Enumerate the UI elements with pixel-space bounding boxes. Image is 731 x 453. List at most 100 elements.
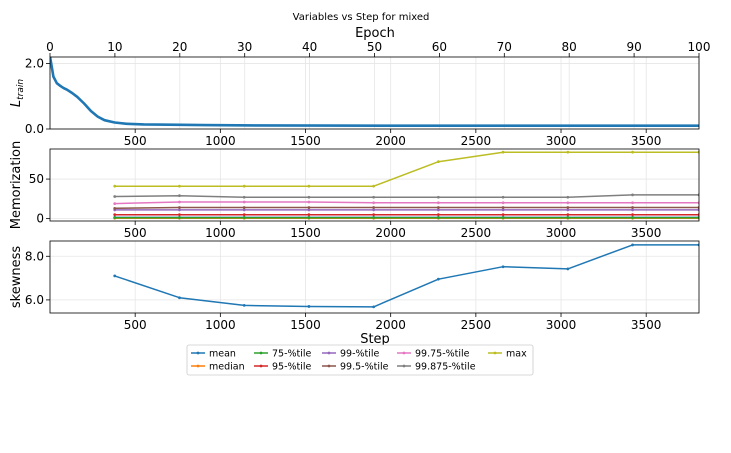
data-point (566, 213, 570, 217)
data-point (307, 184, 311, 188)
series-group (113, 243, 699, 309)
x-tick-label: 500 (124, 318, 147, 332)
legend: mean median 75-%tile 95-%tile 99-%tile 99.5-%… (186, 344, 534, 376)
epoch-tick-label: 10 (107, 40, 122, 54)
data-point (307, 305, 311, 308)
legend-label: 75-%tile (272, 349, 312, 360)
epoch-tick-label: 60 (432, 40, 447, 54)
data-point (436, 160, 440, 164)
y-tick-label: 0 (36, 212, 44, 226)
legend-marker (327, 351, 331, 355)
legend-marker (196, 351, 200, 355)
data-point (566, 195, 570, 199)
data-point (372, 213, 376, 217)
data-point (436, 195, 440, 199)
legend-marker (402, 351, 406, 355)
x-tick-label: 2500 (461, 226, 492, 240)
legend-marker (196, 364, 200, 368)
legend-marker (259, 351, 263, 355)
epoch-tick-label: 50 (367, 40, 382, 54)
data-point (436, 277, 440, 281)
y-axis-label-main: L (9, 100, 24, 107)
x-tick-label: 1000 (205, 134, 236, 148)
y-tick-label: 0.0 (25, 122, 44, 136)
x-tick-label: 1500 (290, 226, 321, 240)
data-point (436, 216, 440, 220)
x-tick-label: 1500 (290, 318, 321, 332)
panel-memorization: 0 50 500 1000 1500 2000 2500 3000 3500 Memorizati… (9, 141, 700, 240)
series-group (50, 57, 699, 127)
panel-train: 0.0 2.0 500 1000 1500 2000 2500 3000 3500 Ltrain (9, 57, 700, 148)
data-point (113, 216, 117, 220)
data-point (372, 208, 376, 212)
data-point (113, 274, 117, 278)
x-tick-label: 500 (124, 134, 147, 148)
series-line-99.5-%tile (114, 206, 699, 210)
x-tick-label: 2000 (375, 134, 406, 148)
y-axis-label: skewness (9, 246, 24, 308)
data-point (436, 208, 440, 212)
x-tick-label: 3500 (631, 318, 662, 332)
legend-label: max (506, 349, 527, 360)
epoch-tick-label: 0 (46, 40, 54, 54)
y-axis-label: Ltrain (9, 79, 26, 107)
legend-label: median (209, 362, 245, 373)
x-tick-label: 2500 (461, 134, 492, 148)
y-tick-label: 6.0 (25, 293, 44, 307)
data-point (178, 213, 181, 217)
data-point (566, 216, 570, 220)
legend-marker (259, 364, 263, 368)
series-group (113, 150, 699, 220)
epoch-tick-label: 80 (562, 40, 577, 54)
x-tick-label: 2000 (375, 226, 406, 240)
data-point (631, 201, 634, 205)
data-point (372, 206, 376, 209)
epoch-tick-label: 100 (688, 40, 711, 54)
data-point (501, 201, 505, 205)
data-point (307, 208, 311, 212)
data-point (501, 265, 505, 269)
top-xlabel: Epoch (355, 26, 395, 41)
data-point (436, 201, 440, 205)
legend-label: 99.75-%tile (415, 349, 470, 360)
data-point (178, 208, 181, 212)
data-point (631, 150, 634, 154)
series-line-99.875-%tile (114, 194, 699, 199)
data-point (242, 213, 246, 217)
data-point (372, 201, 376, 205)
data-point (631, 193, 634, 197)
data-point (307, 206, 311, 209)
x-tick-label: 1000 (205, 318, 236, 332)
data-point (631, 216, 634, 220)
legend-marker (493, 351, 497, 355)
data-point (501, 206, 505, 209)
data-point (242, 208, 246, 212)
data-point (113, 184, 117, 188)
legend-marker (327, 364, 331, 368)
data-point (242, 195, 246, 199)
data-point (436, 206, 440, 209)
data-point (631, 243, 634, 247)
data-point (307, 216, 311, 220)
data-point (501, 213, 505, 217)
legend-marker (402, 364, 406, 368)
data-point (566, 206, 570, 209)
axes-frame (49, 240, 700, 314)
data-point (372, 184, 376, 188)
data-point (372, 305, 376, 309)
x-tick-label: 3500 (631, 226, 662, 240)
data-point (501, 150, 505, 154)
data-point (178, 194, 181, 198)
data-point (242, 303, 246, 307)
data-point (242, 206, 246, 209)
x-axis-label: Step (360, 332, 390, 347)
series-line-train loss (50, 57, 699, 127)
epoch-tick-label: 40 (302, 40, 317, 54)
data-point (242, 184, 246, 188)
data-point (631, 208, 634, 212)
data-point (372, 216, 376, 220)
data-point (566, 208, 570, 212)
data-point (501, 216, 505, 220)
x-tick-label: 2500 (461, 318, 492, 332)
x-tick-label: 1000 (205, 226, 236, 240)
